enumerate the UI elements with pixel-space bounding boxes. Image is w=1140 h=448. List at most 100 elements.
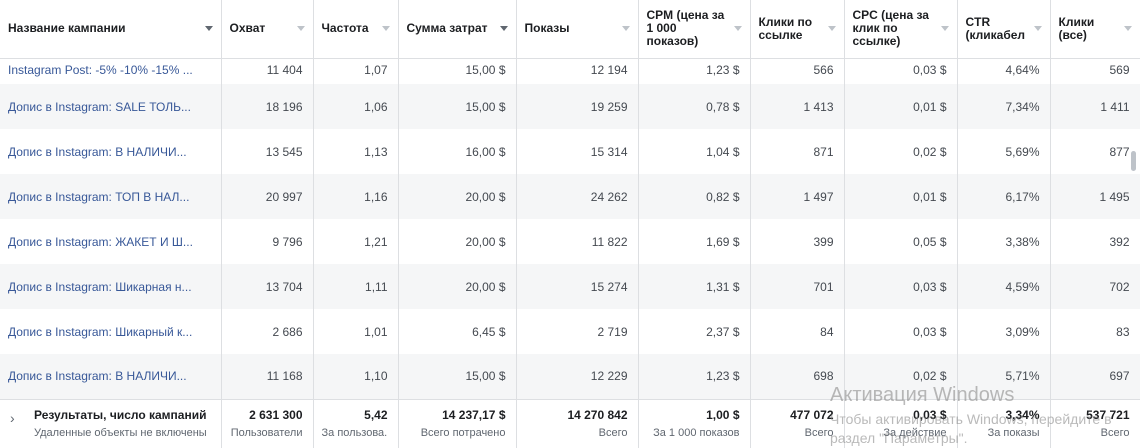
sort-arrow-icon[interactable] — [1033, 26, 1042, 31]
table-cell: 0,03 $ — [844, 264, 958, 309]
column-header-2[interactable]: Частота — [313, 0, 399, 59]
table-cell: 20,00 $ — [398, 174, 517, 219]
sort-arrow-icon[interactable] — [499, 26, 508, 31]
table-cell: 15 274 — [516, 264, 639, 309]
table-cell: 5,71% — [957, 354, 1051, 399]
table-row[interactable]: Допис в Instagram: ТОП В НАЛ... 20 997 1,1… — [0, 174, 1140, 219]
table-cell: 697 — [1050, 354, 1140, 399]
campaign-name-link[interactable]: Допис в Instagram: Шикарный к... — [0, 309, 222, 354]
table-cell: 11 168 — [221, 354, 314, 399]
column-header-label: Частота — [321, 21, 369, 36]
sort-arrow-icon[interactable] — [733, 26, 742, 31]
summary-row: Результаты, число кампаний Удаленные объе… — [0, 398, 1140, 448]
table-cell: 20,00 $ — [398, 264, 517, 309]
sort-arrow-icon[interactable] — [940, 26, 949, 31]
summary-value: Результаты, число кампаний — [34, 407, 207, 422]
table-cell: 1,01 — [313, 309, 399, 354]
sort-arrow-icon[interactable] — [296, 26, 305, 31]
campaign-name-link[interactable]: Допис в Instagram: В НАЛИЧИ... — [0, 354, 222, 399]
table-row[interactable]: Допис в Instagram: Шикарный к... 2 686 1,0… — [0, 309, 1140, 354]
table-cell: 1 497 — [750, 174, 845, 219]
column-header-8[interactable]: CTR (кликабел — [957, 0, 1051, 59]
summary-subtitle: Всего — [598, 426, 628, 439]
table-cell: 1,11 — [313, 264, 399, 309]
column-header-7[interactable]: CPC (цена за клик по ссылке) — [844, 0, 958, 59]
column-header-1[interactable]: Охват — [221, 0, 314, 59]
table-body: Instagram Post: -5% -10% -15% ... 11 404 1… — [0, 58, 1140, 399]
table-cell: 15,00 $ — [398, 58, 517, 84]
sort-arrow-icon[interactable] — [621, 26, 630, 31]
summary-value: 0,03 $ — [913, 407, 947, 422]
table-cell: 1,07 — [313, 58, 399, 84]
summary-cell: 537 721 Всего — [1050, 398, 1140, 448]
campaign-name-link[interactable]: Допис в Instagram: ЖАКЕТ И Ш... — [0, 219, 222, 264]
summary-cell: 1,00 $ За 1 000 показов — [638, 398, 751, 448]
table-cell: 1,69 $ — [638, 219, 751, 264]
table-cell: 566 — [750, 58, 845, 84]
table-cell: 84 — [750, 309, 845, 354]
summary-subtitle: Всего — [1100, 426, 1130, 439]
column-header-label: Показы — [524, 21, 570, 36]
table-cell: 24 262 — [516, 174, 639, 219]
sort-arrow-icon[interactable] — [827, 26, 836, 31]
column-header-3[interactable]: Сумма затрат — [398, 0, 517, 59]
table-cell: 15,00 $ — [398, 354, 517, 399]
table-cell: 1,10 — [313, 354, 399, 399]
column-header-label: Клики (все) — [1058, 14, 1095, 42]
table-cell: 0,05 $ — [844, 219, 958, 264]
scrollbar-thumb[interactable] — [1131, 151, 1136, 171]
campaign-name-link[interactable]: Допис в Instagram: ТОП В НАЛ... — [0, 174, 222, 219]
summary-subtitle: Удаленные объекты не включены — [34, 426, 207, 439]
sort-arrow-icon[interactable] — [1123, 26, 1132, 31]
table-cell: 12 194 — [516, 58, 639, 84]
campaign-name-link[interactable]: Допис в Instagram: Шикарная н... — [0, 264, 222, 309]
table-cell: 701 — [750, 264, 845, 309]
summary-cell: 0,03 $ За действие — [844, 398, 958, 448]
table-cell: 18 196 — [221, 84, 314, 129]
campaign-name-link[interactable]: Instagram Post: -5% -10% -15% ... — [0, 58, 222, 84]
column-header-6[interactable]: Клики по ссылке — [750, 0, 845, 59]
table-cell: 1,13 — [313, 129, 399, 174]
table-row[interactable]: Допис в Instagram: SALE ТОЛЬ... 18 196 1,0… — [0, 84, 1140, 129]
table-row[interactable]: Допис в Instagram: ЖАКЕТ И Ш... 9 796 1,21… — [0, 219, 1140, 264]
column-header-0[interactable]: Название кампании — [0, 0, 222, 59]
table-cell: 2 719 — [516, 309, 639, 354]
column-header-label: CPM (цена за 1 000 показов) — [646, 8, 725, 49]
header-row: Название кампании Охват Частота Сумма затра… — [0, 0, 1140, 59]
summary-cell: 2 631 300 Пользователи — [221, 398, 314, 448]
summary-value: 477 072 — [790, 407, 834, 422]
table-cell: 399 — [750, 219, 845, 264]
table-row[interactable]: Instagram Post: -5% -10% -15% ... 11 404 1… — [0, 58, 1140, 84]
table-cell: 2 686 — [221, 309, 314, 354]
table-cell: 1,06 — [313, 84, 399, 129]
table-cell: 6,17% — [957, 174, 1051, 219]
summary-cell: 14 237,17 $ Всего потрачено — [398, 398, 517, 448]
table-cell: 13 545 — [221, 129, 314, 174]
campaign-name-link[interactable]: Допис в Instagram: SALE ТОЛЬ... — [0, 84, 222, 129]
table-cell: 871 — [750, 129, 845, 174]
table-cell: 0,02 $ — [844, 354, 958, 399]
column-header-4[interactable]: Показы — [516, 0, 639, 59]
summary-subtitle: За 1 000 показов — [653, 426, 740, 439]
table-cell: 0,01 $ — [844, 84, 958, 129]
column-header-5[interactable]: CPM (цена за 1 000 показов) — [638, 0, 751, 59]
expand-chevron-icon[interactable]: › — [10, 410, 15, 426]
table-cell: 20,00 $ — [398, 219, 517, 264]
table-row[interactable]: Допис в Instagram: В НАЛИЧИ... 13 545 1,13… — [0, 129, 1140, 174]
table-row[interactable]: Допис в Instagram: В НАЛИЧИ... 11 168 1,10… — [0, 354, 1140, 399]
summary-cell: 3,34% За показы — [957, 398, 1051, 448]
summary-value: 14 270 842 — [567, 407, 628, 422]
campaign-name-link[interactable]: Допис в Instagram: В НАЛИЧИ... — [0, 129, 222, 174]
table-cell: 0,82 $ — [638, 174, 751, 219]
table-cell: 392 — [1050, 219, 1140, 264]
sort-arrow-icon[interactable] — [204, 26, 213, 31]
table-cell: 0,03 $ — [844, 58, 958, 84]
column-header-label: Название кампании — [8, 21, 126, 36]
summary-value: 5,42 — [364, 407, 388, 422]
sort-arrow-icon[interactable] — [381, 26, 390, 31]
table-cell: 2,37 $ — [638, 309, 751, 354]
table-row[interactable]: Допис в Instagram: Шикарная н... 13 704 1,… — [0, 264, 1140, 309]
column-header-9[interactable]: Клики (все) — [1050, 0, 1140, 59]
table-cell: 1,31 $ — [638, 264, 751, 309]
